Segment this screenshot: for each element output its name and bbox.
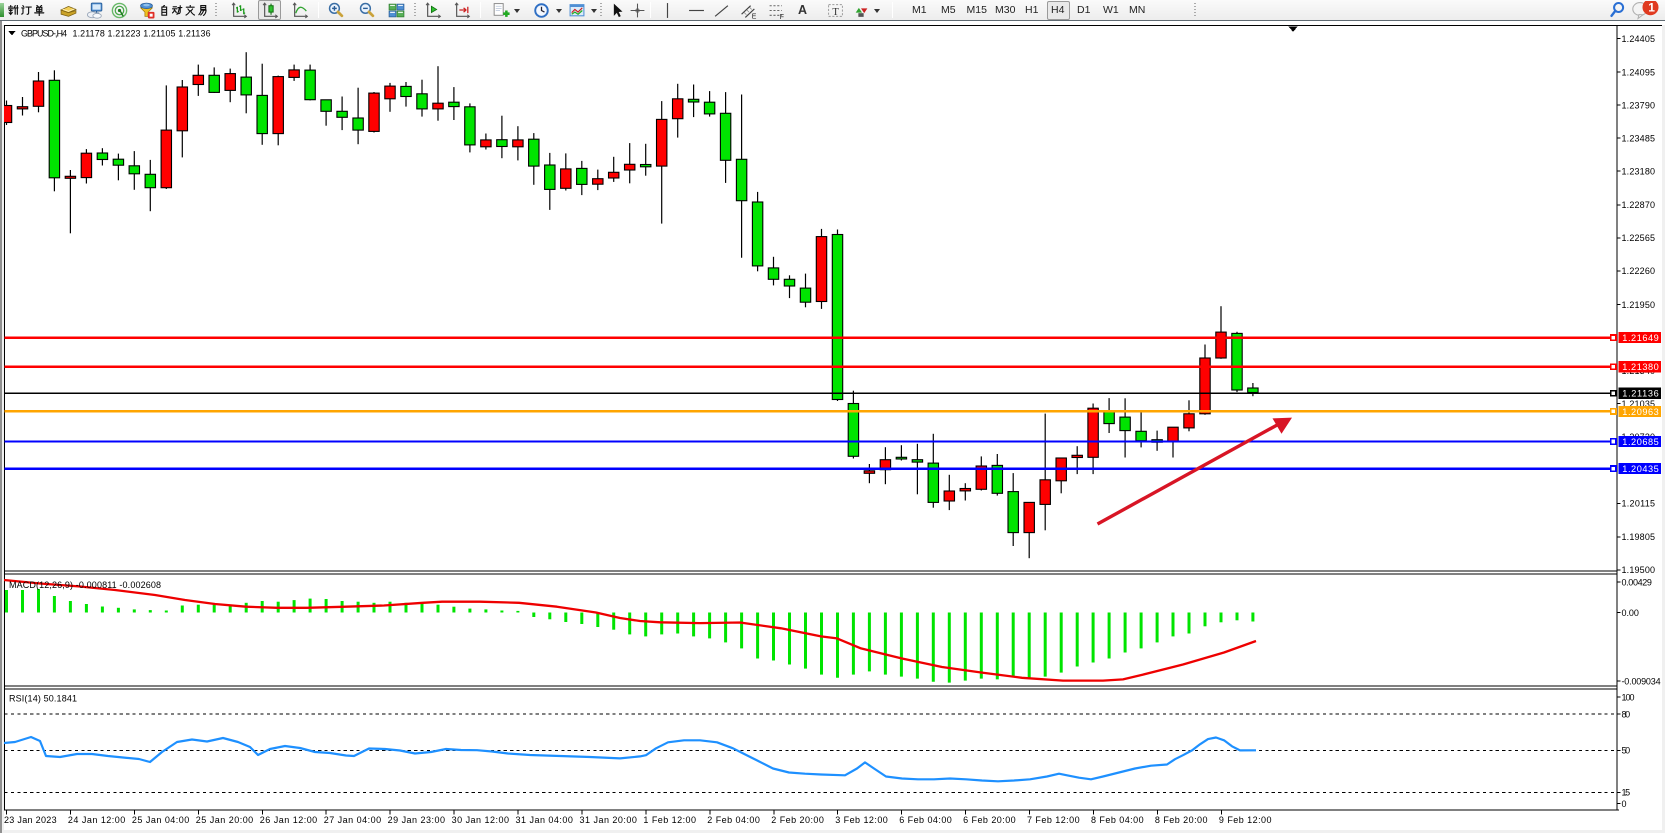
svg-text:6 Feb 20:00: 6 Feb 20:00 — [963, 815, 1016, 825]
svg-text:27 Jan 04:00: 27 Jan 04:00 — [324, 815, 381, 825]
svg-text:T: T — [832, 7, 839, 18]
svg-text:GBPUSD-,H4: GBPUSD-,H4 — [21, 28, 67, 38]
svg-text:1.19500: 1.19500 — [1622, 565, 1656, 575]
svg-text:25 Jan 04:00: 25 Jan 04:00 — [132, 815, 189, 825]
svg-text:1.22260: 1.22260 — [1622, 266, 1656, 276]
svg-text:0.00429: 0.00429 — [1622, 577, 1652, 587]
svg-text:1.23790: 1.23790 — [1622, 101, 1656, 111]
svg-text:1.24405: 1.24405 — [1622, 34, 1656, 44]
svg-text:1.21380: 1.21380 — [1622, 362, 1659, 372]
svg-text:8 Feb 04:00: 8 Feb 04:00 — [1091, 815, 1144, 825]
svg-text:1 Feb 12:00: 1 Feb 12:00 — [643, 815, 696, 825]
svg-text:1.23485: 1.23485 — [1622, 134, 1656, 144]
svg-text:1.20115: 1.20115 — [1622, 499, 1656, 509]
svg-text:F: F — [780, 14, 784, 19]
svg-text:31 Jan 20:00: 31 Jan 20:00 — [580, 815, 637, 825]
svg-text:1.21035: 1.21035 — [1622, 399, 1656, 409]
svg-text:1.20963: 1.20963 — [1622, 407, 1659, 417]
svg-text:31 Jan 04:00: 31 Jan 04:00 — [516, 815, 573, 825]
svg-text:2 Feb 04:00: 2 Feb 04:00 — [707, 815, 760, 825]
svg-text:1.19805: 1.19805 — [1622, 532, 1656, 542]
svg-text:9 Feb 12:00: 9 Feb 12:00 — [1219, 815, 1272, 825]
svg-text:-0.009034: -0.009034 — [1622, 676, 1661, 686]
svg-text:1.21178 1.21223 1.21105 1.2113: 1.21178 1.21223 1.21105 1.21136 — [73, 28, 211, 38]
svg-text:7 Feb 12:00: 7 Feb 12:00 — [1027, 815, 1080, 825]
svg-text:6 Feb 04:00: 6 Feb 04:00 — [899, 815, 952, 825]
svg-text:3 Feb 12:00: 3 Feb 12:00 — [835, 815, 888, 825]
svg-text:1.22565: 1.22565 — [1622, 233, 1656, 243]
svg-text:80: 80 — [1622, 709, 1631, 719]
svg-text:1.21649: 1.21649 — [1622, 333, 1659, 343]
svg-text:1.23180: 1.23180 — [1622, 167, 1656, 177]
svg-text:1.22870: 1.22870 — [1622, 200, 1656, 210]
svg-text:1: 1 — [1648, 1, 1655, 14]
svg-text:8 Feb 20:00: 8 Feb 20:00 — [1155, 815, 1208, 825]
svg-text:MACD(12,26,9) -0.000811 -0.002: MACD(12,26,9) -0.000811 -0.002608 — [9, 580, 161, 590]
svg-text:29 Jan 23:00: 29 Jan 23:00 — [388, 815, 445, 825]
svg-text:2 Feb 20:00: 2 Feb 20:00 — [771, 815, 824, 825]
svg-text:24 Jan 12:00: 24 Jan 12:00 — [68, 815, 125, 825]
svg-text:1.24095: 1.24095 — [1622, 67, 1656, 77]
svg-text:RSI(14) 50.1841: RSI(14) 50.1841 — [9, 694, 77, 704]
svg-text:30 Jan 12:00: 30 Jan 12:00 — [452, 815, 509, 825]
svg-text:50: 50 — [1622, 746, 1631, 756]
svg-text:E: E — [752, 13, 757, 19]
svg-text:100: 100 — [1622, 692, 1635, 702]
svg-text:26 Jan 12:00: 26 Jan 12:00 — [260, 815, 317, 825]
svg-text:25 Jan 20:00: 25 Jan 20:00 — [196, 815, 253, 825]
svg-text:23 Jan 2023: 23 Jan 2023 — [4, 815, 57, 825]
svg-text:15: 15 — [1622, 788, 1631, 798]
svg-text:1.20685: 1.20685 — [1622, 437, 1659, 447]
svg-text:0.00: 0.00 — [1622, 608, 1639, 618]
svg-text:1.21136: 1.21136 — [1622, 389, 1659, 399]
svg-text:1.20435: 1.20435 — [1622, 464, 1659, 474]
svg-text:1.21950: 1.21950 — [1622, 300, 1656, 310]
svg-text:0: 0 — [1622, 799, 1627, 809]
